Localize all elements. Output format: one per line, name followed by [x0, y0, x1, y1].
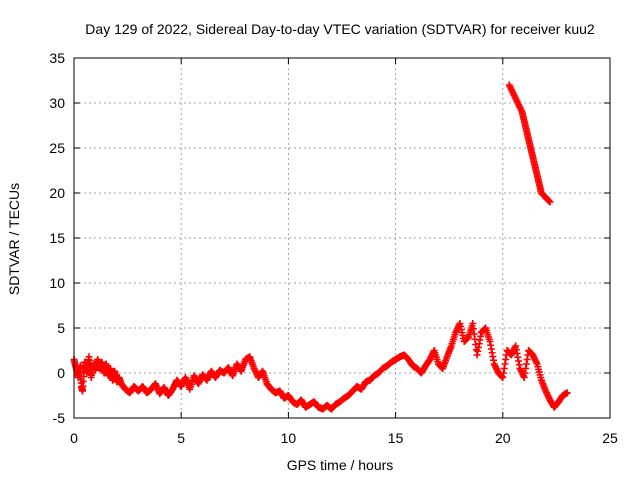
plot-frame — [73, 57, 611, 419]
x-tick-label: 25 — [602, 430, 618, 446]
data-point — [546, 198, 554, 206]
x-tick-label: 20 — [495, 430, 511, 446]
data-points — [70, 81, 571, 413]
y-tick-label: -5 — [53, 410, 66, 426]
y-tick-label: 5 — [57, 320, 65, 336]
y-tick-label: 20 — [49, 185, 65, 201]
y-tick-label: 0 — [57, 365, 65, 381]
x-tick-label: 10 — [281, 430, 297, 446]
y-tick-label: 30 — [49, 95, 65, 111]
y-tick-label: 25 — [49, 140, 65, 156]
x-tick-label: 0 — [70, 430, 78, 446]
y-tick-label: 10 — [49, 275, 65, 291]
x-tick-label: 5 — [177, 430, 185, 446]
y-tick-label: 35 — [49, 50, 65, 66]
series-sdtvar — [70, 81, 571, 413]
chart-title: Day 129 of 2022, Sidereal Day-to-day VTE… — [85, 21, 595, 37]
y-tick-label: 15 — [49, 230, 65, 246]
y-axis-label: SDTVAR / TECUs — [6, 183, 22, 295]
x-tick-label: 15 — [388, 430, 404, 446]
x-axis-label: GPS time / hours — [287, 457, 394, 473]
data-point — [563, 389, 571, 397]
